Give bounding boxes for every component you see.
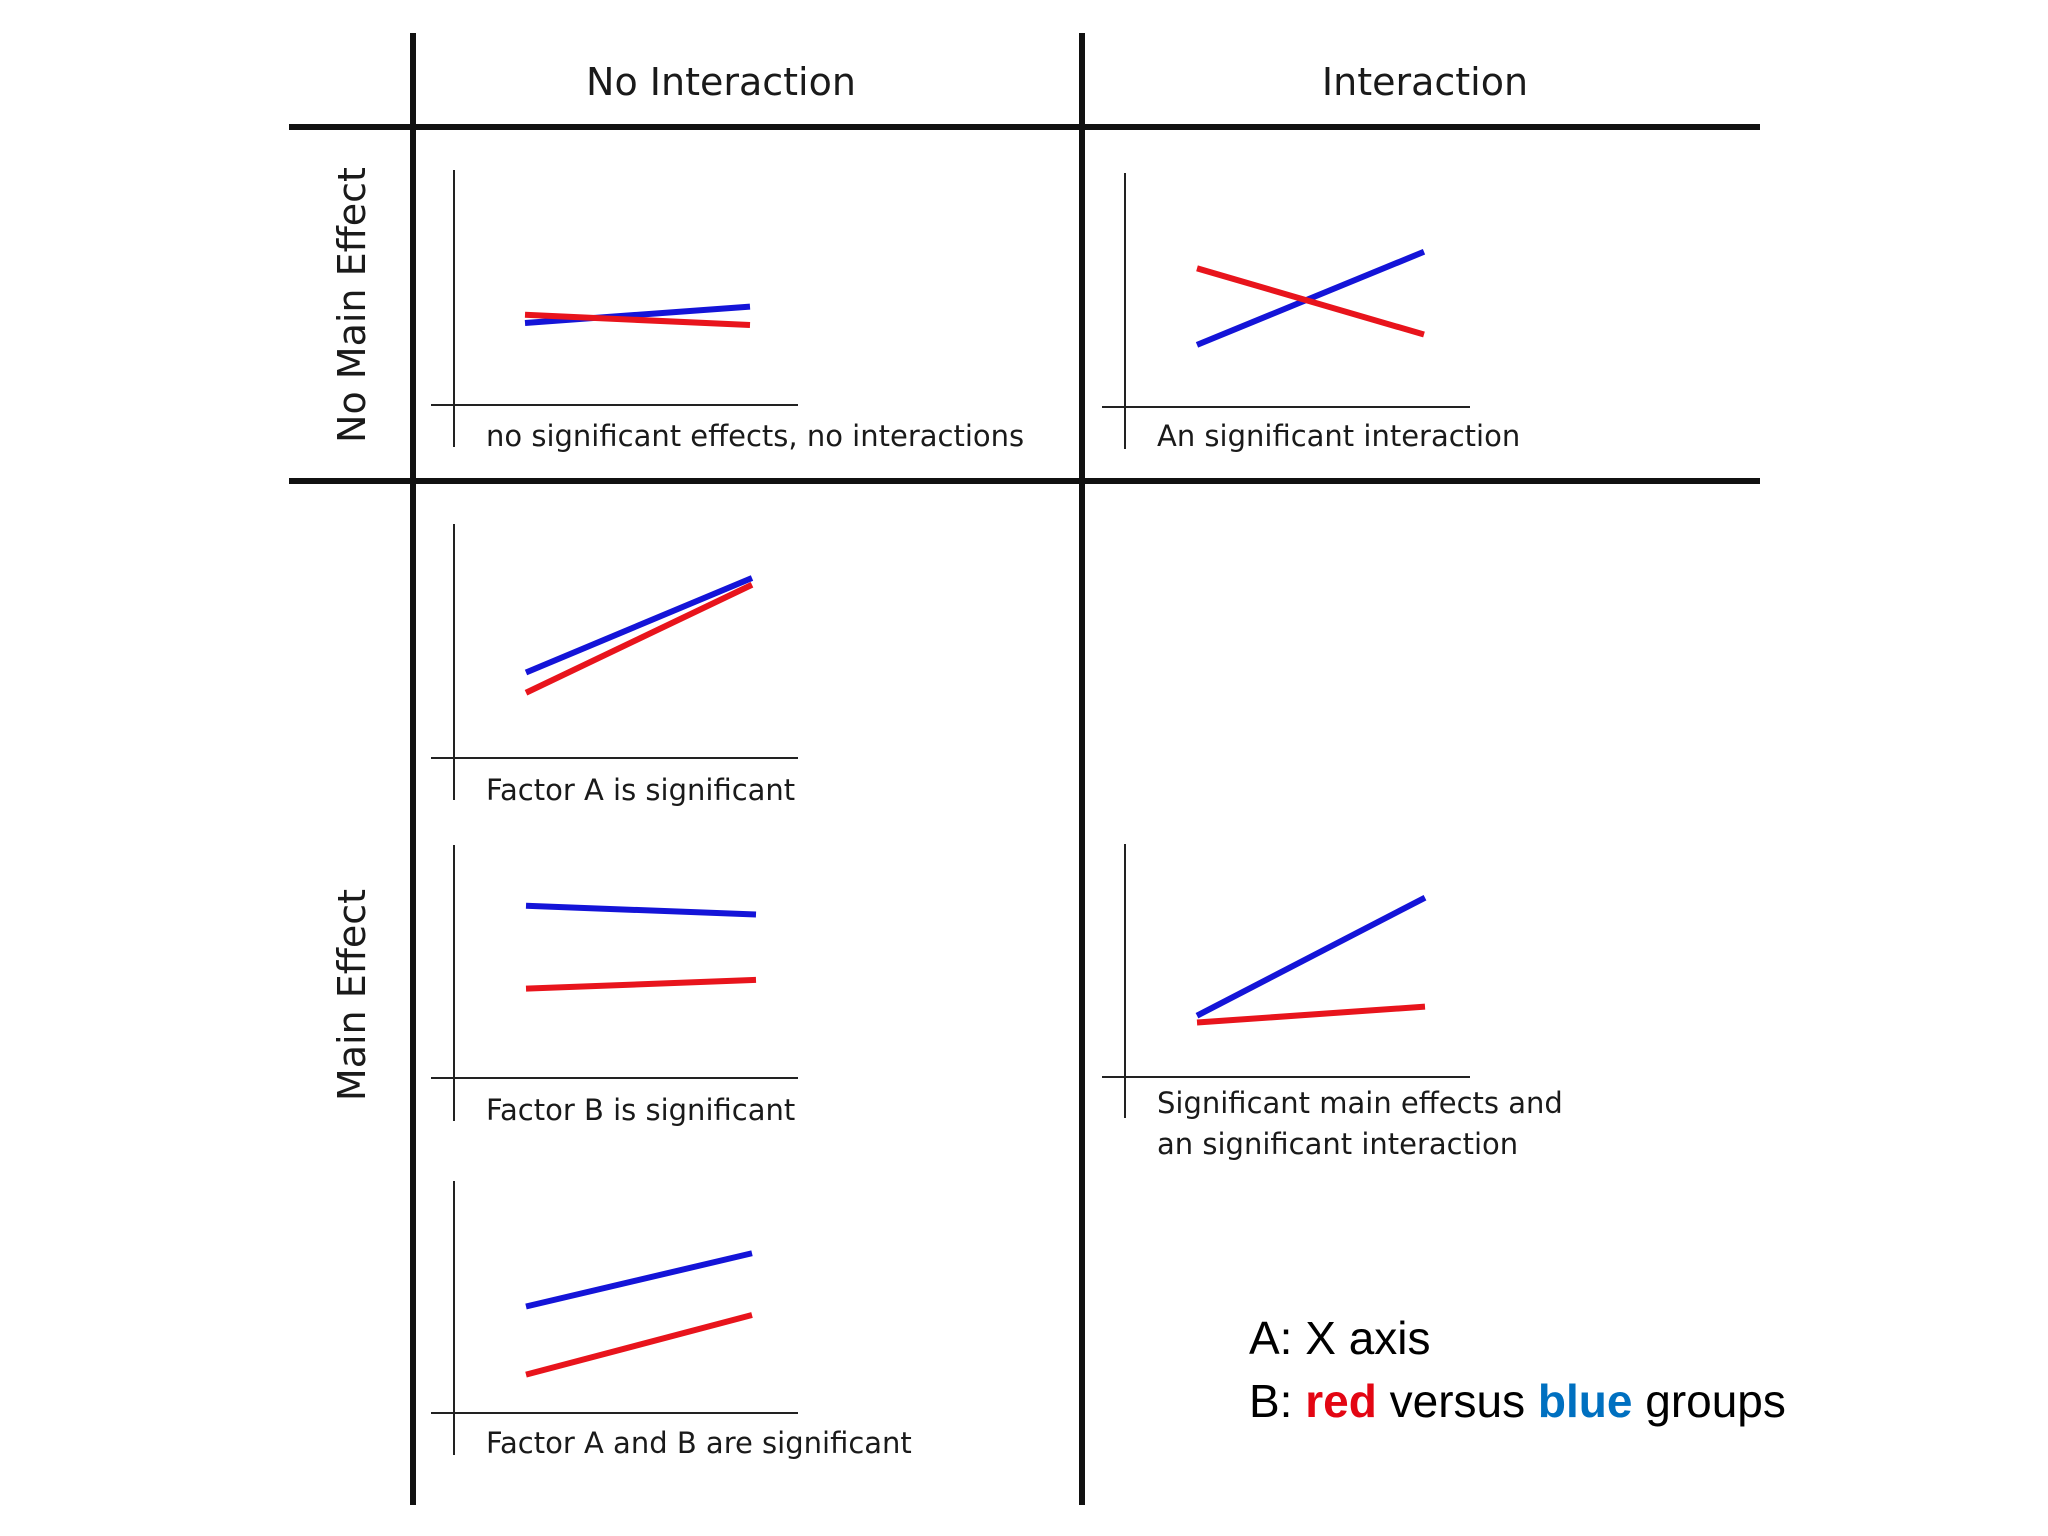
legend: A: X axis B: red versus blue groups — [1249, 1312, 1786, 1427]
chart-factor-a: Factor A is significant — [431, 524, 798, 807]
chart-caption: An significant interaction — [1157, 419, 1520, 453]
legend-suffix: groups — [1632, 1375, 1785, 1427]
series-line-red — [524, 582, 754, 696]
legend-line-a: A: X axis — [1249, 1312, 1431, 1364]
series-line-blue — [525, 1250, 753, 1310]
legend-line-b: B: red versus blue groups — [1249, 1375, 1786, 1427]
grid — [289, 33, 1760, 1505]
chart-main-and-interaction: Significant main effects and an significa… — [1102, 844, 1563, 1161]
series-line-red — [525, 976, 757, 992]
series-line-red — [524, 311, 751, 329]
chart-caption: Significant main effects and — [1157, 1086, 1563, 1120]
chart-caption: no significant effects, no interactions — [486, 419, 1024, 453]
series-line-red — [525, 1312, 753, 1378]
series-line-red — [1196, 265, 1425, 338]
legend-red-word: red — [1305, 1375, 1377, 1427]
chart-interaction: An significant interaction — [1102, 173, 1520, 453]
legend-blue-word: blue — [1538, 1375, 1633, 1427]
chart-caption: Factor A is significant — [486, 773, 795, 807]
series-line-blue — [525, 902, 757, 918]
series-line-blue — [524, 575, 754, 676]
row-header-main-effect: Main Effect — [330, 889, 374, 1101]
mini-charts: no significant effects, no interactions A… — [431, 170, 1563, 1460]
column-header-no-interaction: No Interaction — [586, 60, 856, 104]
series-line-blue — [524, 303, 751, 326]
legend-versus: versus — [1377, 1375, 1538, 1427]
chart-caption: an significant interaction — [1157, 1127, 1518, 1161]
chart-factor-b: Factor B is significant — [431, 845, 798, 1127]
series-line-red — [1196, 1003, 1426, 1026]
chart-caption: Factor B is significant — [486, 1093, 795, 1127]
series-line-blue — [1195, 895, 1427, 1019]
chart-factor-a-and-b: Factor A and B are significant — [431, 1181, 912, 1460]
column-header-interaction: Interaction — [1322, 60, 1528, 104]
chart-no-effects: no significant effects, no interactions — [431, 170, 1024, 453]
legend-b-prefix: B: — [1249, 1375, 1305, 1427]
chart-caption: Factor A and B are significant — [486, 1426, 912, 1460]
row-header-no-main-effect: No Main Effect — [330, 167, 374, 443]
